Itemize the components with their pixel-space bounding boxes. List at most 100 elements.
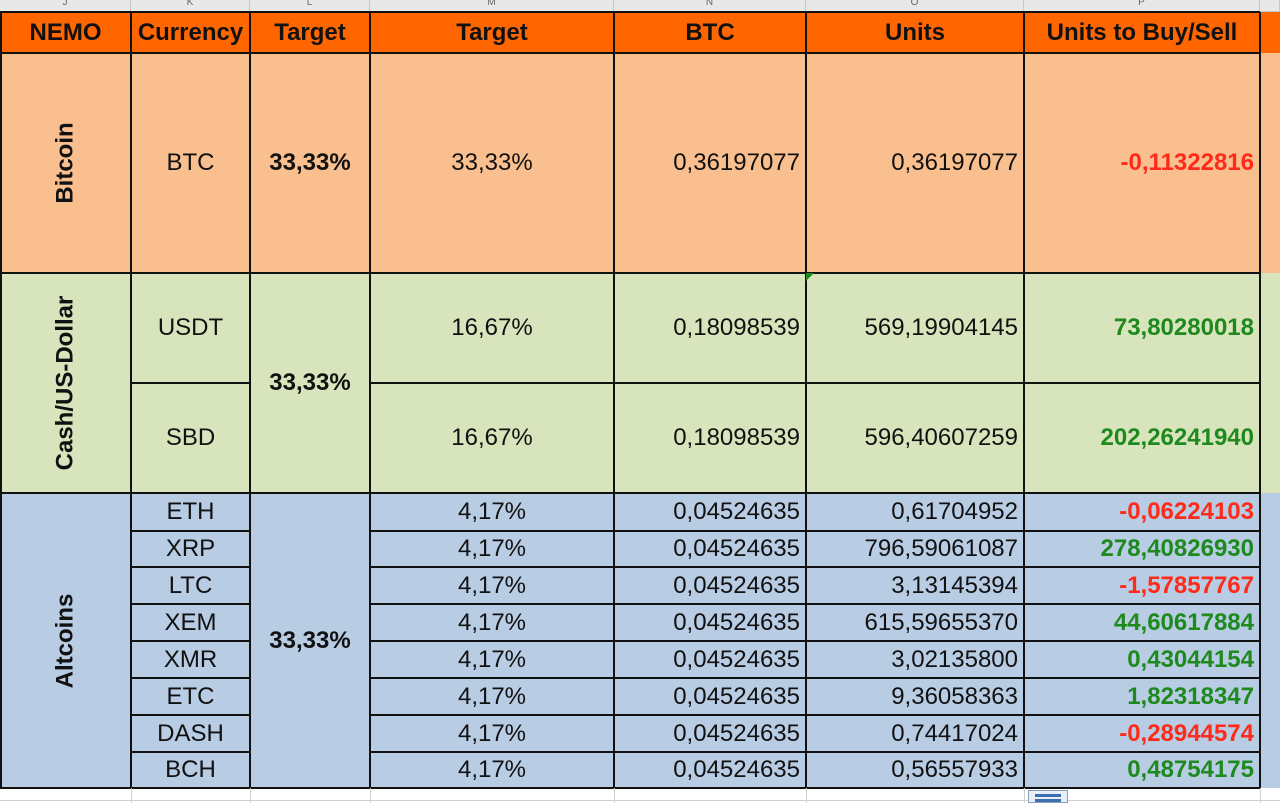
- currency-cell-usdt[interactable]: USDT: [157, 314, 224, 341]
- units-cell-xmr[interactable]: 3,02135800: [891, 645, 1018, 673]
- target-cell-bch[interactable]: 4,17%: [457, 756, 527, 783]
- buy-sell-cell-usdt[interactable]: 73,80280018: [1113, 314, 1254, 341]
- header-currency[interactable]: Currency: [131, 12, 250, 53]
- grid-light-v-3: [614, 788, 615, 803]
- currency-cell-eth[interactable]: ETH: [166, 498, 215, 525]
- header-nemo[interactable]: NEMO: [0, 12, 131, 53]
- target-cell-ltc[interactable]: 4,17%: [457, 571, 527, 599]
- group-label-cash-text: Cash/US-Dollar: [51, 295, 79, 471]
- buy-sell-cell-xem[interactable]: 44,60617884: [1113, 608, 1254, 636]
- header-target-group[interactable]: Target: [250, 12, 370, 53]
- btc-cell-sbd[interactable]: 0,18098539: [673, 424, 800, 451]
- grid-light-v-0: [131, 788, 132, 803]
- buy-sell-cell-eth[interactable]: -0,06224103: [1119, 498, 1254, 525]
- buy-sell-cell-dash[interactable]: -0,28944574: [1119, 719, 1254, 747]
- group-label-altcoins[interactable]: Altcoins: [0, 493, 131, 788]
- currency-cell-sbd[interactable]: SBD: [165, 424, 216, 451]
- grid-hline-major-4: [0, 787, 1260, 789]
- target-cell-xmr[interactable]: 4,17%: [457, 645, 527, 673]
- units-cell-ltc[interactable]: 3,13145394: [891, 571, 1018, 599]
- grid-hline-cash-k: [131, 382, 250, 384]
- currency-cell-etc[interactable]: ETC: [166, 682, 215, 710]
- grid-hline-alt-k-6: [131, 566, 250, 568]
- target-cell-xem[interactable]: 4,17%: [457, 608, 527, 636]
- header-units[interactable]: Units: [806, 12, 1024, 53]
- grid-vline-6: [1023, 12, 1025, 788]
- header-btc[interactable]: BTC: [614, 12, 806, 53]
- units-cell-btc[interactable]: 0,36197077: [891, 149, 1018, 176]
- currency-cell-btc[interactable]: BTC: [166, 149, 215, 176]
- grid-hline-major-1: [0, 52, 1260, 54]
- grid-vline-4: [613, 12, 615, 788]
- btc-cell-xrp[interactable]: 0,04524635: [673, 535, 800, 562]
- grid-hline-alt-rest-6: [370, 566, 1260, 568]
- units-cell-usdt[interactable]: 569,19904145: [864, 314, 1019, 341]
- group-target-altcoins[interactable]: 33,33%: [269, 626, 351, 654]
- filter-icon-bar-top: [1035, 794, 1061, 797]
- buy-sell-cell-btc[interactable]: -0,11322816: [1120, 149, 1254, 176]
- units-cell-bch[interactable]: 0,56557933: [891, 756, 1018, 783]
- grid-hline-alt-k-5: [131, 530, 250, 532]
- currency-cell-dash[interactable]: DASH: [157, 719, 224, 747]
- group-label-cash[interactable]: Cash/US-Dollar: [0, 273, 131, 493]
- target-cell-xrp[interactable]: 4,17%: [457, 535, 527, 562]
- units-cell-eth[interactable]: 0,61704952: [891, 498, 1018, 525]
- units-cell-etc[interactable]: 9,36058363: [891, 682, 1018, 710]
- units-cell-xem[interactable]: 615,59655370: [864, 608, 1019, 636]
- buy-sell-cell-sbd[interactable]: 202,26241940: [1100, 424, 1255, 451]
- header-units-buy-sell[interactable]: Units to Buy/Sell: [1024, 12, 1260, 53]
- grid-hline-alt-rest-5: [370, 530, 1260, 532]
- cell-comment-indicator-icon: [806, 273, 814, 281]
- buy-sell-cell-xrp[interactable]: 278,40826930: [1100, 535, 1255, 562]
- btc-cell-usdt[interactable]: 0,18098539: [673, 314, 800, 341]
- btc-cell-xem[interactable]: 0,04524635: [673, 608, 800, 636]
- group-target-bitcoin[interactable]: 33,33%: [269, 149, 351, 176]
- grid-vline-3: [369, 12, 371, 788]
- target-cell-sbd[interactable]: 16,67%: [451, 424, 533, 451]
- buy-sell-cell-xmr[interactable]: 0,43044154: [1127, 645, 1254, 673]
- column-header-extra[interactable]: [1260, 0, 1280, 12]
- header-target[interactable]: Target: [370, 12, 614, 53]
- target-cell-dash[interactable]: 4,17%: [457, 719, 527, 747]
- target-cell-usdt[interactable]: 16,67%: [451, 314, 533, 341]
- grid-hline-cash-rest: [370, 382, 1260, 384]
- btc-cell-ltc[interactable]: 0,04524635: [673, 571, 800, 599]
- grid-hline-alt-k-8: [131, 640, 250, 642]
- grid-vline-5: [805, 12, 807, 788]
- group-target-cash[interactable]: 33,33%: [269, 369, 351, 396]
- buy-sell-cell-bch[interactable]: 0,48754175: [1127, 756, 1254, 783]
- target-cell-btc[interactable]: 33,33%: [451, 149, 533, 176]
- filter-icon-bar-bottom: [1035, 799, 1061, 802]
- group-label-bitcoin[interactable]: Bitcoin: [0, 53, 131, 273]
- grid-hline-alt-rest-11: [370, 751, 1260, 753]
- btc-cell-dash[interactable]: 0,04524635: [673, 719, 800, 747]
- units-cell-sbd[interactable]: 596,40607259: [864, 424, 1019, 451]
- target-cell-etc[interactable]: 4,17%: [457, 682, 527, 710]
- btc-cell-xmr[interactable]: 0,04524635: [673, 645, 800, 673]
- buy-sell-cell-etc[interactable]: 1,82318347: [1127, 682, 1254, 710]
- grid-vline-0: [0, 12, 2, 788]
- grid-hline-major-3: [0, 492, 1260, 494]
- grid-hline-major-2: [0, 272, 1260, 274]
- btc-cell-etc[interactable]: 0,04524635: [673, 682, 800, 710]
- buy-sell-cell-ltc[interactable]: -1,57857767: [1119, 571, 1254, 599]
- btc-cell-btc[interactable]: 0,36197077: [673, 149, 800, 176]
- currency-cell-ltc[interactable]: LTC: [168, 571, 213, 599]
- grid-hline-alt-k-10: [131, 714, 250, 716]
- btc-cell-eth[interactable]: 0,04524635: [673, 498, 800, 525]
- btc-cell-bch[interactable]: 0,04524635: [673, 756, 800, 783]
- grid-light-bottom: [0, 800, 1280, 801]
- header-extra[interactable]: [1260, 12, 1280, 53]
- units-cell-xrp[interactable]: 796,59061087: [864, 535, 1019, 562]
- currency-cell-xrp[interactable]: XRP: [165, 535, 216, 562]
- target-cell-eth[interactable]: 4,17%: [457, 498, 527, 525]
- units-cell-dash[interactable]: 0,74417024: [891, 719, 1018, 747]
- currency-cell-xem[interactable]: XEM: [164, 608, 217, 636]
- currency-cell-xmr[interactable]: XMR: [163, 645, 218, 673]
- grid-hline-alt-rest-7: [370, 603, 1260, 605]
- grid-light-v-6: [1260, 788, 1261, 803]
- currency-cell-bch[interactable]: BCH: [165, 756, 216, 783]
- autofilter-options-icon[interactable]: [1028, 790, 1068, 803]
- grid-light-v-2: [370, 788, 371, 803]
